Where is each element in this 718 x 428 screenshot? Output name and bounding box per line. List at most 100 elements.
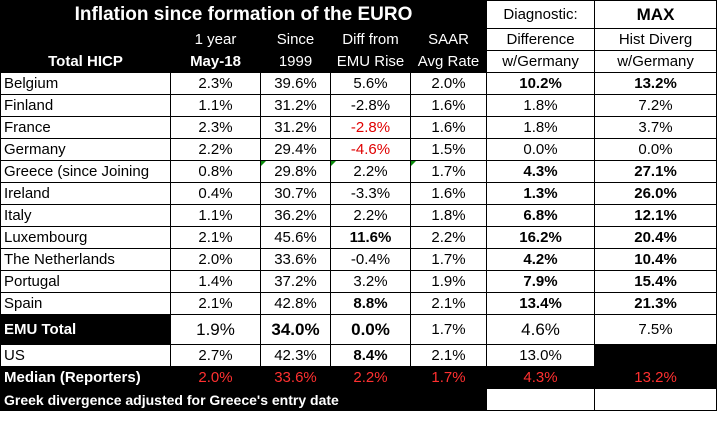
header-saar: SAAR bbox=[409, 28, 488, 51]
saar-cell: 1.6% bbox=[409, 182, 488, 205]
country-cell: The Netherlands bbox=[0, 248, 171, 271]
table-title: Inflation since formation of the EURO bbox=[0, 0, 488, 29]
since-1999-cell: 36.2% bbox=[260, 204, 331, 227]
emu-saar: 1.7% bbox=[409, 314, 488, 345]
median-saar: 1.7% bbox=[409, 366, 488, 389]
header-period: May-18 bbox=[170, 50, 261, 73]
header-emu-rise: EMU Rise bbox=[330, 50, 411, 73]
max-divergence-cell: 0.0% bbox=[594, 138, 718, 161]
saar-cell: 1.6% bbox=[409, 94, 488, 117]
max-divergence-cell: 7.2% bbox=[594, 94, 718, 117]
max-divergence-cell: 3.7% bbox=[594, 116, 718, 139]
us-saar: 2.1% bbox=[409, 344, 488, 367]
table-row: Belgium 2.3% 39.6% 5.6% 2.0% 10.2% 13.2% bbox=[0, 72, 718, 95]
diagnostic-cell: 13.4% bbox=[486, 292, 596, 315]
one-year-cell: 1.4% bbox=[170, 270, 261, 293]
diff-emu-cell: -3.3% bbox=[330, 182, 411, 205]
diff-emu-cell: 11.6% bbox=[330, 226, 411, 249]
median-label: Median (Reporters) bbox=[0, 366, 171, 389]
diff-emu-cell: -4.6% bbox=[330, 138, 411, 161]
country-cell: Spain bbox=[0, 292, 171, 315]
diff-emu-cell: 5.6% bbox=[330, 72, 411, 95]
max-divergence-cell: 20.4% bbox=[594, 226, 718, 249]
since-1999-cell: 33.6% bbox=[260, 248, 331, 271]
us-since: 42.3% bbox=[260, 344, 331, 367]
table-row: Ireland 0.4% 30.7% -3.3% 1.6% 1.3% 26.0% bbox=[0, 182, 718, 205]
median-max: 13.2% bbox=[594, 366, 718, 389]
saar-cell: 1.7% bbox=[409, 160, 488, 183]
since-1999-cell: 39.6% bbox=[260, 72, 331, 95]
one-year-cell: 0.8% bbox=[170, 160, 261, 183]
header-max-germany: w/Germany bbox=[594, 50, 718, 73]
since-1999-cell: 31.2% bbox=[260, 116, 331, 139]
diagnostic-cell: 1.8% bbox=[486, 94, 596, 117]
us-label: US bbox=[0, 344, 171, 367]
footnote-max-blank bbox=[594, 388, 718, 411]
diagnostic-cell: 7.9% bbox=[486, 270, 596, 293]
title-row: Inflation since formation of the EURO Di… bbox=[0, 0, 718, 29]
emu-max: 7.5% bbox=[594, 314, 718, 345]
diff-emu-cell: -2.8% bbox=[330, 94, 411, 117]
us-one-year: 2.7% bbox=[170, 344, 261, 367]
footnote-diag-blank bbox=[486, 388, 596, 411]
one-year-cell: 0.4% bbox=[170, 182, 261, 205]
max-divergence-cell: 12.1% bbox=[594, 204, 718, 227]
max-divergence-cell: 13.2% bbox=[594, 72, 718, 95]
country-cell: Finland bbox=[0, 94, 171, 117]
emu-one-year: 1.9% bbox=[170, 314, 261, 345]
table-row: Germany 2.2% 29.4% -4.6% 1.5% 0.0% 0.0% bbox=[0, 138, 718, 161]
table-row: The Netherlands 2.0% 33.6% -0.4% 1.7% 4.2% 10.… bbox=[0, 248, 718, 271]
since-1999-cell: 29.8% bbox=[260, 160, 331, 183]
us-diff: 8.4% bbox=[330, 344, 411, 367]
header-one-year: 1 year bbox=[170, 28, 261, 51]
header-total-hicp: Total HICP bbox=[0, 28, 171, 73]
inflation-table: Inflation since formation of the EURO Di… bbox=[0, 0, 718, 411]
one-year-cell: 2.3% bbox=[170, 72, 261, 95]
max-divergence-cell: 27.1% bbox=[594, 160, 718, 183]
us-row: US 2.7% 42.3% 8.4% 2.1% 13.0% bbox=[0, 344, 718, 367]
max-divergence-cell: 15.4% bbox=[594, 270, 718, 293]
one-year-cell: 2.2% bbox=[170, 138, 261, 161]
header-since-year: 1999 bbox=[260, 50, 331, 73]
header-diag: Difference bbox=[486, 28, 596, 51]
emu-total-row: EMU Total 1.9% 34.0% 0.0% 1.7% 4.6% 7.5% bbox=[0, 314, 718, 345]
since-1999-cell: 45.6% bbox=[260, 226, 331, 249]
table-row: Italy 1.1% 36.2% 2.2% 1.8% 6.8% 12.1% bbox=[0, 204, 718, 227]
diagnostic-cell: 10.2% bbox=[486, 72, 596, 95]
median-row: Median (Reporters) 2.0% 33.6% 2.2% 1.7% 4.3% 1… bbox=[0, 366, 718, 389]
table-row: France 2.3% 31.2% -2.8% 1.6% 1.8% 3.7% bbox=[0, 116, 718, 139]
country-cell: Luxembourg bbox=[0, 226, 171, 249]
diagnostic-cell: 4.3% bbox=[486, 160, 596, 183]
saar-cell: 1.8% bbox=[409, 204, 488, 227]
table-row: Portugal 1.4% 37.2% 3.2% 1.9% 7.9% 15.4% bbox=[0, 270, 718, 293]
saar-cell: 2.2% bbox=[409, 226, 488, 249]
diff-emu-cell: -0.4% bbox=[330, 248, 411, 271]
diff-emu-cell: 2.2% bbox=[330, 204, 411, 227]
country-cell: Portugal bbox=[0, 270, 171, 293]
country-cell: Belgium bbox=[0, 72, 171, 95]
one-year-cell: 1.1% bbox=[170, 94, 261, 117]
saar-cell: 1.6% bbox=[409, 116, 488, 139]
saar-cell: 1.5% bbox=[409, 138, 488, 161]
header-since: Since bbox=[260, 28, 331, 51]
diagnostic-cell: 1.8% bbox=[486, 116, 596, 139]
diagnostic-header: Diagnostic: bbox=[486, 0, 596, 29]
median-diag: 4.3% bbox=[486, 366, 596, 389]
column-header-row-2: May-18 1999 EMU Rise Avg Rate w/Germany … bbox=[1, 50, 718, 73]
header-avg-rate: Avg Rate bbox=[409, 50, 488, 73]
table-row: Finland 1.1% 31.2% -2.8% 1.6% 1.8% 7.2% bbox=[0, 94, 718, 117]
since-1999-cell: 29.4% bbox=[260, 138, 331, 161]
table-row: Luxembourg 2.1% 45.6% 11.6% 2.2% 16.2% 20.4% bbox=[0, 226, 718, 249]
emu-label: EMU Total bbox=[0, 314, 171, 345]
diagnostic-cell: 16.2% bbox=[486, 226, 596, 249]
median-one-year: 2.0% bbox=[170, 366, 261, 389]
table-row: Greece (since Joining 0.8% 29.8% 2.2% 1.7% 4.… bbox=[0, 160, 718, 183]
country-cell: Greece (since Joining bbox=[0, 160, 171, 183]
one-year-cell: 1.1% bbox=[170, 204, 261, 227]
diagnostic-cell: 1.3% bbox=[486, 182, 596, 205]
median-diff: 2.2% bbox=[330, 366, 411, 389]
column-header-row-1: Total HICP 1 year Since Diff from SAAR D… bbox=[0, 28, 718, 73]
max-divergence-cell: 21.3% bbox=[594, 292, 718, 315]
max-divergence-cell: 26.0% bbox=[594, 182, 718, 205]
